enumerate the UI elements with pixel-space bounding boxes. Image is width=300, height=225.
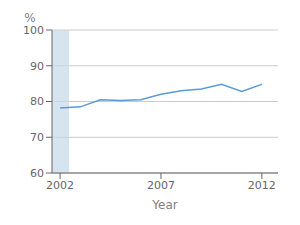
svg-text:2012: 2012 (248, 179, 276, 192)
svg-text:60: 60 (30, 167, 44, 180)
svg-text:80: 80 (30, 95, 44, 108)
svg-text:70: 70 (30, 131, 44, 144)
svg-text:90: 90 (30, 60, 44, 73)
svg-text:2002: 2002 (46, 179, 74, 192)
svg-text:100: 100 (23, 24, 44, 37)
svg-text:Year: Year (151, 198, 177, 212)
svg-text:%: % (24, 11, 35, 25)
svg-text:2007: 2007 (147, 179, 175, 192)
